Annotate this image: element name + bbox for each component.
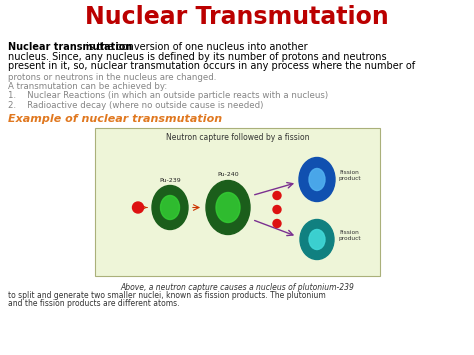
Circle shape [273,219,281,228]
Text: nucleus. Since, any nucleus is defined by its number of protons and neutrons: nucleus. Since, any nucleus is defined b… [8,51,387,61]
Ellipse shape [152,186,188,229]
Text: Nuclear transmutation: Nuclear transmutation [8,42,132,52]
FancyBboxPatch shape [95,127,380,275]
Text: 1.    Nuclear Reactions (in which an outside particle reacts with a nucleus): 1. Nuclear Reactions (in which an outsid… [8,92,328,100]
Ellipse shape [161,196,180,219]
Text: Pu-240: Pu-240 [217,173,239,178]
Text: is the conversion of one nucleus into another: is the conversion of one nucleus into an… [83,42,308,52]
Text: and the fission products are different atoms.: and the fission products are different a… [8,300,180,308]
Ellipse shape [206,180,250,235]
Ellipse shape [309,169,325,191]
Ellipse shape [216,192,240,223]
Text: Fission
product: Fission product [339,230,362,241]
Text: Neutron capture followed by a fission: Neutron capture followed by a fission [166,133,309,142]
Text: A transmutation can be achieved by:: A transmutation can be achieved by: [8,82,167,91]
Text: protons or neutrons in the nucleus are changed.: protons or neutrons in the nucleus are c… [8,72,216,82]
Text: Example of nuclear transmutation: Example of nuclear transmutation [8,114,222,124]
Text: Above, a neutron capture causes a nucleus of plutonium-239: Above, a neutron capture causes a nucleu… [120,284,354,293]
Text: Pu-239: Pu-239 [159,178,181,182]
Text: 2.    Radioactive decay (where no outside cause is needed): 2. Radioactive decay (where no outside c… [8,101,264,110]
Text: Nuclear Transmutation: Nuclear Transmutation [85,5,389,29]
Text: present in it, so, nuclear transmutation occurs in any process where the number : present in it, so, nuclear transmutation… [8,61,415,71]
Circle shape [133,202,144,213]
Circle shape [273,206,281,213]
Text: Fission
product: Fission product [339,170,362,181]
Ellipse shape [309,229,325,250]
Ellipse shape [299,158,335,202]
Circle shape [273,191,281,200]
Ellipse shape [300,219,334,260]
Text: to split and generate two smaller nuclei, known as fission products. The plutoni: to split and generate two smaller nuclei… [8,291,326,300]
